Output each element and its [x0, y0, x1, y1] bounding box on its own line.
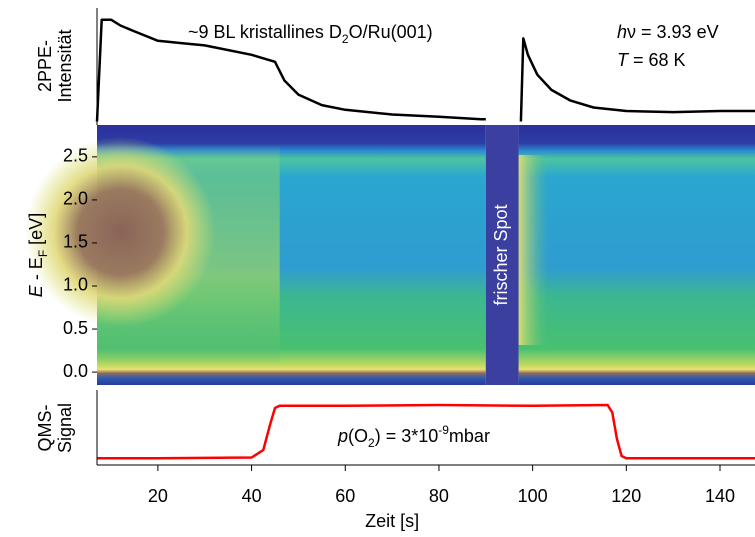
- y-tick-label: 1.0: [63, 275, 88, 295]
- y-axis-label: Signal: [55, 403, 75, 453]
- heatmap-blob: [25, 137, 216, 327]
- x-tick-label: 100: [518, 486, 548, 506]
- x-tick-label: 120: [611, 486, 641, 506]
- y-axis-label: QMS-: [35, 404, 55, 451]
- y-tick-label: 1.5: [63, 232, 88, 252]
- text-part: = 68 K: [628, 50, 686, 70]
- annotation: hν = 3.93 eV: [617, 22, 719, 42]
- y-tick-label: 0.5: [63, 318, 88, 338]
- text-part: p: [337, 426, 348, 446]
- x-tick-label: 60: [335, 486, 355, 506]
- y-axis-label: Intensität: [55, 29, 75, 102]
- heatmap-gap: [485, 125, 519, 385]
- heatmap-edge: [518, 155, 549, 345]
- x-tick-label: 20: [148, 486, 168, 506]
- text-part: ν = 3.93 eV: [627, 22, 719, 42]
- x-axis-label: Zeit [s]: [365, 511, 419, 531]
- x-tick-label: 40: [242, 486, 262, 506]
- y-tick-label: 2.5: [63, 146, 88, 166]
- text-part: h: [617, 22, 627, 42]
- text-part: F: [36, 250, 50, 257]
- y-tick-label: 0.0: [63, 361, 88, 381]
- annotation: T = 68 K: [617, 50, 686, 70]
- gap-annotation: frischer Spot: [491, 204, 511, 305]
- annotation: ~9 BL kristallines D2O/Ru(001): [188, 22, 433, 46]
- data-line: [95, 18, 755, 122]
- text-part: - E: [26, 257, 46, 285]
- annotation: p(O2) = 3*10-9mbar: [337, 423, 490, 450]
- data-line: [97, 403, 755, 460]
- x-tick-label: 80: [429, 486, 449, 506]
- y-tick-label: 2.0: [63, 189, 88, 209]
- y-axis-label: 2PPE-: [35, 40, 55, 92]
- text-part: T: [617, 50, 630, 70]
- text-part: 2: [368, 436, 375, 450]
- text-part: ~9 BL kristallines D: [188, 22, 342, 42]
- text-part: -9: [438, 423, 449, 437]
- text-part: 2: [342, 32, 349, 46]
- text-part: [eV]: [26, 213, 46, 250]
- y-axis-label: E - EF [eV]: [26, 213, 50, 297]
- x-tick-label: 140: [705, 486, 735, 506]
- heatmap-right: [518, 125, 755, 385]
- text-part: (O: [348, 426, 368, 446]
- text-part: mbar: [449, 426, 490, 446]
- text-part: ) = 3*10: [375, 426, 439, 446]
- text-part: E: [26, 284, 46, 297]
- text-part: O/Ru(001): [349, 22, 433, 42]
